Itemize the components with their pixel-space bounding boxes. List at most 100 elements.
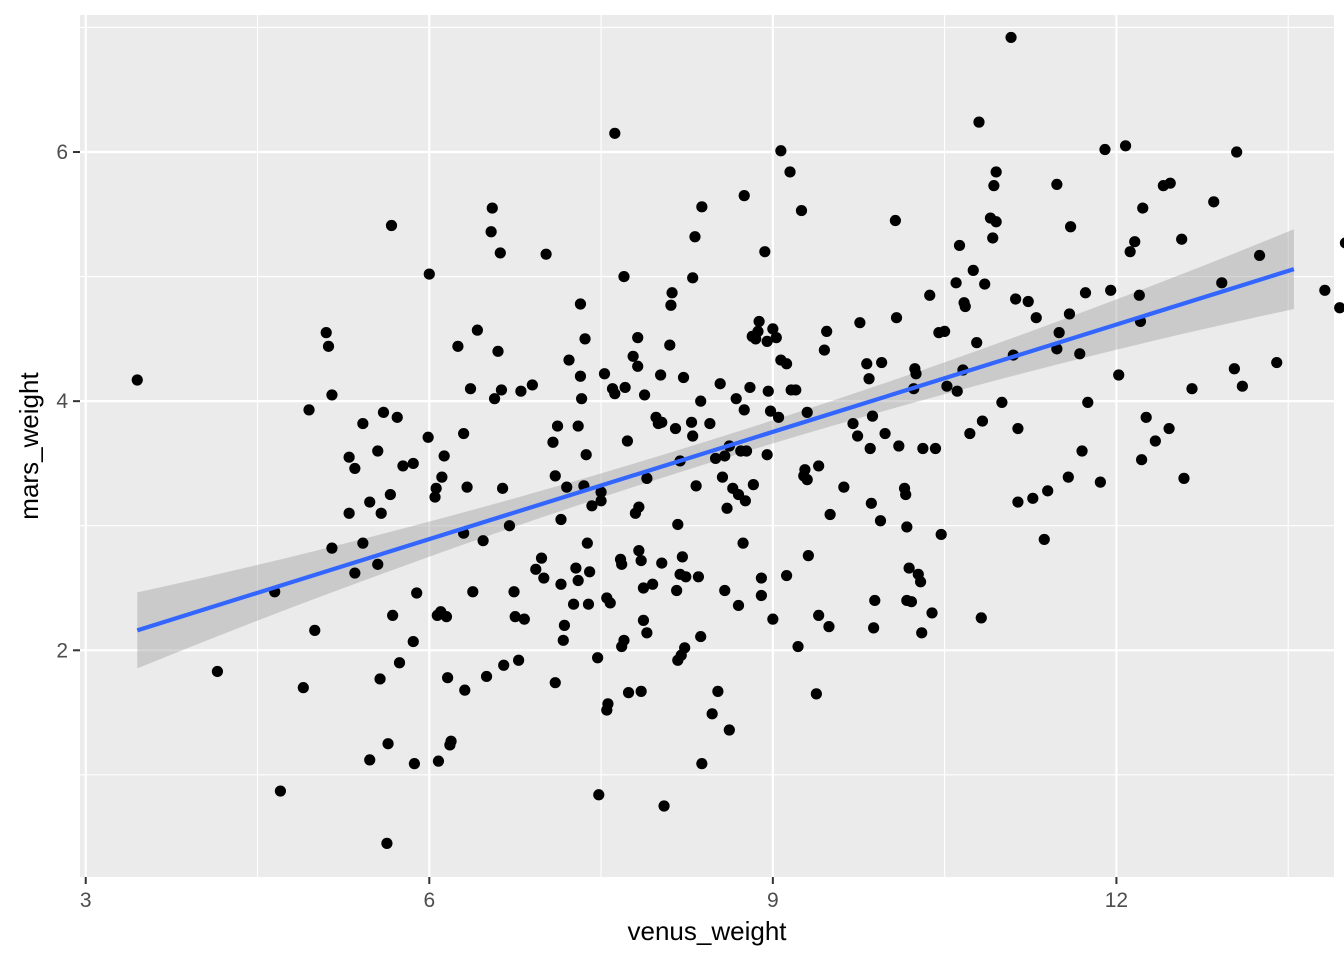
data-point	[622, 687, 635, 699]
data-point	[672, 518, 684, 531]
data-point	[1231, 146, 1243, 158]
data-point	[762, 385, 774, 397]
data-point	[755, 589, 767, 602]
data-point	[430, 482, 442, 494]
data-point	[621, 435, 634, 447]
data-point	[854, 317, 866, 329]
data-point	[730, 393, 742, 405]
data-point	[813, 609, 825, 622]
x-tick-label: 3	[80, 889, 92, 912]
data-point	[422, 431, 434, 443]
grid-major	[80, 15, 1334, 877]
data-point	[452, 340, 464, 352]
data-point	[975, 612, 987, 624]
data-point	[372, 558, 384, 570]
data-point	[737, 537, 749, 549]
data-point	[576, 393, 588, 405]
data-point	[780, 358, 793, 370]
data-point	[641, 472, 653, 484]
data-point	[1099, 143, 1111, 156]
data-point	[689, 231, 701, 243]
data-point	[1163, 422, 1175, 435]
data-point	[1042, 485, 1054, 497]
data-point	[719, 584, 731, 597]
data-point	[408, 758, 420, 770]
data-point	[604, 597, 616, 609]
data-point	[738, 404, 750, 416]
data-point	[905, 596, 918, 608]
data-point	[1010, 293, 1022, 305]
data-point	[211, 665, 224, 678]
data-point	[666, 287, 678, 299]
data-point	[593, 789, 605, 801]
data-point	[1076, 445, 1088, 457]
data-point	[901, 521, 913, 533]
data-point	[471, 324, 483, 336]
data-point	[364, 754, 376, 766]
data-point	[1079, 287, 1092, 299]
data-point	[375, 507, 387, 519]
data-point	[635, 685, 647, 697]
data-point	[784, 166, 796, 178]
data-point	[1022, 295, 1034, 308]
data-point	[939, 325, 951, 337]
data-point	[485, 226, 497, 238]
data-point	[712, 685, 724, 697]
data-point	[496, 482, 509, 494]
y-axis-title: mars_weight	[14, 372, 44, 520]
data-point	[498, 659, 510, 671]
data-point	[1030, 312, 1042, 324]
data-point	[903, 562, 915, 574]
data-point	[540, 248, 552, 260]
data-point	[706, 708, 718, 720]
y-tick-label: 2	[56, 639, 68, 662]
data-point	[580, 449, 592, 461]
y-tick-label: 6	[56, 141, 68, 164]
data-point	[1186, 383, 1198, 395]
data-point	[436, 471, 448, 483]
data-point	[893, 440, 905, 452]
data-point	[1334, 302, 1344, 314]
grid-minor	[80, 15, 1334, 877]
data-point	[864, 442, 876, 455]
data-point	[374, 673, 386, 685]
data-point	[964, 427, 976, 440]
data-point	[1140, 411, 1152, 423]
data-point	[467, 586, 479, 598]
data-point	[677, 371, 690, 384]
data-point	[664, 339, 676, 351]
data-point	[824, 508, 836, 521]
x-tick-label: 9	[767, 889, 779, 912]
data-point	[579, 333, 591, 345]
data-point	[372, 445, 384, 457]
data-point	[618, 270, 630, 283]
data-point	[526, 379, 538, 391]
data-point	[802, 550, 814, 562]
data-point	[633, 501, 645, 513]
data-point	[322, 340, 335, 352]
data-point	[647, 578, 659, 590]
data-point	[914, 576, 927, 588]
data-point	[950, 277, 962, 289]
data-point	[598, 368, 611, 380]
data-point	[349, 567, 361, 579]
data-point	[714, 378, 726, 390]
data-point	[761, 449, 773, 461]
data-point	[364, 496, 376, 508]
x-tick-label: 6	[423, 889, 435, 912]
data-point	[799, 464, 811, 476]
data-point	[759, 246, 771, 258]
data-point	[432, 755, 445, 767]
data-point	[423, 268, 435, 280]
data-point	[876, 356, 888, 369]
data-point	[996, 396, 1008, 409]
data-point	[1119, 140, 1132, 152]
x-axis: 3 6 9 12	[80, 877, 1128, 912]
data-point	[1164, 177, 1176, 189]
data-point	[772, 411, 785, 423]
data-point	[508, 586, 520, 598]
data-point	[492, 345, 504, 357]
data-point	[1228, 363, 1240, 375]
data-point	[563, 354, 575, 366]
